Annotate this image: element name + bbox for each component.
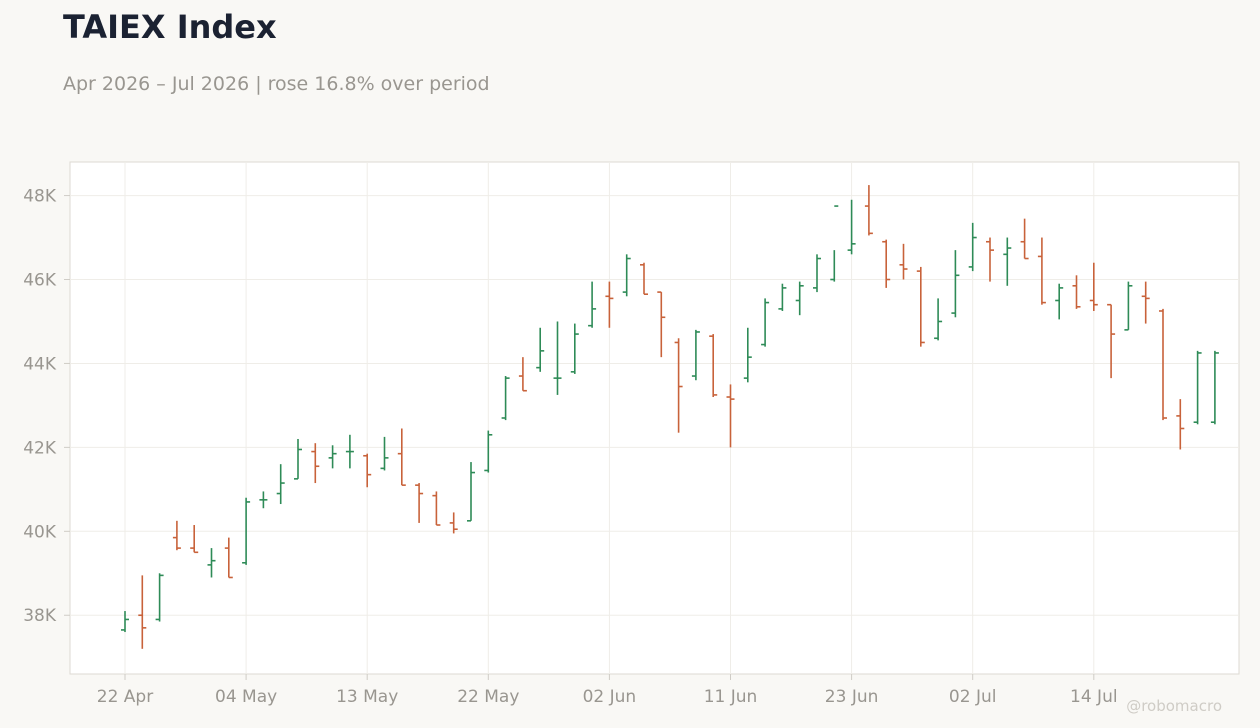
x-axis: 22 Apr 04 May 13 May 22 May 02 Jun 11 Jun 23 J… xyxy=(97,674,1118,707)
ohlc-bar xyxy=(1037,237,1046,305)
x-tick-label: 13 May xyxy=(336,687,398,707)
x-tick-label: 04 May xyxy=(215,687,277,707)
x-tick-label: 02 Jul xyxy=(949,687,997,707)
x-tick-label: 23 Jun xyxy=(825,687,879,707)
ohlc-bar xyxy=(1055,283,1064,320)
ohlc-bar xyxy=(397,428,406,486)
ohlc-bar xyxy=(467,462,475,522)
ohlc-bar xyxy=(328,445,337,469)
plot-area xyxy=(69,161,1240,675)
ohlc-bar xyxy=(380,436,389,471)
ohlc-bar xyxy=(605,281,614,328)
ohlc-bar xyxy=(674,338,683,433)
ohlc-bar xyxy=(449,512,458,534)
ohlc-bar xyxy=(951,250,960,318)
ohlc-bar xyxy=(1107,303,1116,379)
ohlc-bar xyxy=(172,520,181,551)
ohlc-bar xyxy=(536,327,545,372)
ohlc-bar xyxy=(778,283,787,311)
ohlc-bars xyxy=(121,185,1219,649)
x-tick-label: 02 Jun xyxy=(583,687,637,707)
ohlc-bar xyxy=(415,483,424,523)
ohlc-bar xyxy=(432,491,441,526)
y-tick-label: 42K xyxy=(23,438,57,458)
ohlc-bar xyxy=(484,430,493,473)
ohlc-bar xyxy=(138,575,147,649)
ohlc-bar xyxy=(899,243,908,280)
y-tick-label: 48K xyxy=(23,187,57,207)
ohlc-bar xyxy=(518,357,527,392)
ohlc-bar xyxy=(916,266,925,347)
ohlc-bar xyxy=(657,291,666,358)
ohlc-bar xyxy=(622,254,631,297)
ohlc-bar xyxy=(1003,237,1012,286)
ohlc-bar xyxy=(1210,350,1219,425)
ohlc-bar xyxy=(242,497,251,565)
ohlc-bar xyxy=(726,384,735,448)
ohlc-bar xyxy=(121,611,129,633)
grid xyxy=(70,162,1239,674)
ohlc-bar xyxy=(1020,218,1029,260)
ohlc-bar xyxy=(1193,350,1202,425)
ohlc-bar xyxy=(934,298,943,341)
x-tick-label: 22 May xyxy=(457,687,519,707)
ohlc-bar xyxy=(761,298,770,347)
y-tick-label: 38K xyxy=(23,606,57,626)
ohlc-bar xyxy=(1124,281,1133,331)
ohlc-bar xyxy=(276,464,285,505)
ohlc-bar xyxy=(1089,262,1098,311)
ohlc-bar xyxy=(1072,275,1081,309)
ohlc-bar xyxy=(640,262,648,295)
y-tick-label: 40K xyxy=(23,522,57,542)
ohlc-bar xyxy=(570,323,579,374)
y-tick-label: 44K xyxy=(23,354,57,374)
ohlc-bar xyxy=(968,222,977,272)
ohlc-bar xyxy=(1176,399,1185,450)
ohlc-bar xyxy=(224,537,233,579)
ohlc-bar xyxy=(743,327,752,383)
ohlc-bar xyxy=(190,525,199,554)
y-axis: 38K 40K 42K 44K 46K 48K xyxy=(23,187,70,626)
ohlc-bar xyxy=(691,329,700,381)
watermark: @robomacro xyxy=(1126,697,1222,715)
x-tick-label: 11 Jun xyxy=(704,687,758,707)
ohlc-bar xyxy=(813,254,821,293)
ohlc-bar xyxy=(882,239,891,288)
ohlc-bar xyxy=(311,443,320,484)
ohlc-bar xyxy=(1141,281,1150,324)
ohlc-bar xyxy=(553,321,562,395)
ohlc-bar xyxy=(294,438,302,480)
ohlc-bar xyxy=(345,434,354,469)
ohlc-bar xyxy=(259,491,268,509)
x-tick-label: 22 Apr xyxy=(97,687,153,707)
ohlc-bar xyxy=(1159,308,1167,421)
ohlc-bar xyxy=(864,185,873,236)
ohlc-bar xyxy=(207,548,216,578)
ohlc-bar xyxy=(363,453,372,488)
ohlc-bar xyxy=(986,237,994,282)
ohlc-bar xyxy=(155,573,164,622)
chart-subtitle: Apr 2026 – Jul 2026 | rose 16.8% over pe… xyxy=(63,73,490,95)
ohlc-bar xyxy=(830,205,839,282)
ohlc-bar xyxy=(501,376,510,421)
chart-title: TAIEX Index xyxy=(63,8,277,46)
ohlc-bar xyxy=(795,281,804,316)
x-tick-label: 14 Jul xyxy=(1070,687,1118,707)
y-tick-label: 46K xyxy=(23,271,57,291)
ohlc-bar xyxy=(709,334,718,398)
ohlc-bar xyxy=(847,199,856,255)
ohlc-bar xyxy=(588,281,597,328)
